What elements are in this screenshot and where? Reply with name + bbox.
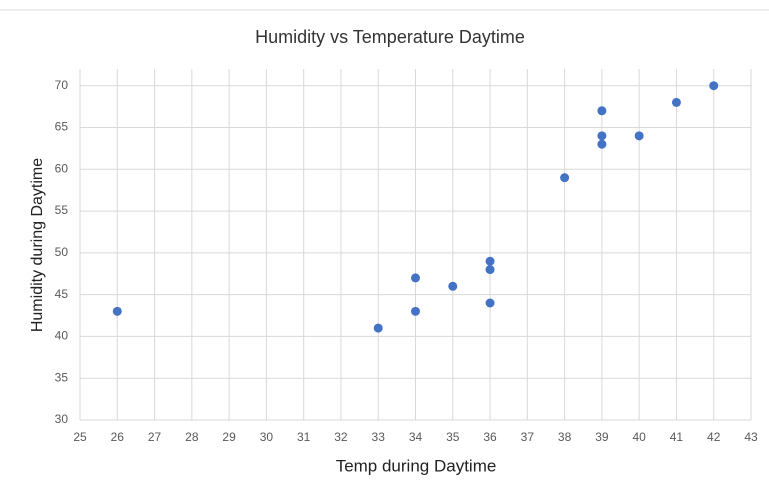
x-tick-label: 42 xyxy=(707,430,721,444)
x-tick-label: 31 xyxy=(297,430,311,444)
y-axis-label: Humidity during Daytime xyxy=(29,158,46,332)
x-tick-label: 30 xyxy=(260,430,274,444)
y-tick-label: 40 xyxy=(55,329,69,343)
point xyxy=(709,81,719,91)
x-tick-label: 39 xyxy=(595,430,609,444)
point xyxy=(485,265,495,275)
x-tick-label: 28 xyxy=(185,430,199,444)
point xyxy=(634,131,644,141)
x-tick-label: 26 xyxy=(111,430,125,444)
x-tick-label: 25 xyxy=(73,430,87,444)
point xyxy=(597,139,607,149)
y-tick-label: 55 xyxy=(55,203,69,217)
x-tick-label: 32 xyxy=(334,430,348,444)
y-tick-label: 35 xyxy=(55,370,69,384)
point xyxy=(112,306,122,316)
x-tick-label: 41 xyxy=(670,430,684,444)
x-tick-label: 29 xyxy=(222,430,236,444)
x-tick-label: 37 xyxy=(521,430,535,444)
x-tick-label: 27 xyxy=(148,430,162,444)
point xyxy=(411,273,420,283)
x-axis-label: Temp during Daytime xyxy=(336,456,497,475)
point xyxy=(448,281,458,291)
y-tick-label: 45 xyxy=(55,287,69,301)
x-tick-label: 38 xyxy=(558,430,572,444)
point xyxy=(373,323,383,333)
x-tick-label: 36 xyxy=(483,430,497,444)
point xyxy=(485,256,495,266)
point xyxy=(411,306,420,316)
x-tick-label: 33 xyxy=(372,430,386,444)
x-tick-label: 35 xyxy=(446,430,460,444)
y-tick-label: 65 xyxy=(55,120,69,134)
point xyxy=(597,131,607,141)
y-tick-label: 30 xyxy=(55,412,69,426)
point xyxy=(597,106,607,116)
y-tick-label: 50 xyxy=(55,245,69,259)
y-tick-label: 70 xyxy=(55,78,69,92)
chart-title: Humidity vs Temperature Daytime xyxy=(255,27,525,47)
x-tick-label: 40 xyxy=(632,430,646,444)
point xyxy=(671,97,681,107)
x-tick-label: 34 xyxy=(409,430,423,444)
x-tick-label: 43 xyxy=(744,430,758,444)
point xyxy=(560,173,570,183)
point xyxy=(485,298,495,308)
y-tick-label: 60 xyxy=(55,161,69,175)
